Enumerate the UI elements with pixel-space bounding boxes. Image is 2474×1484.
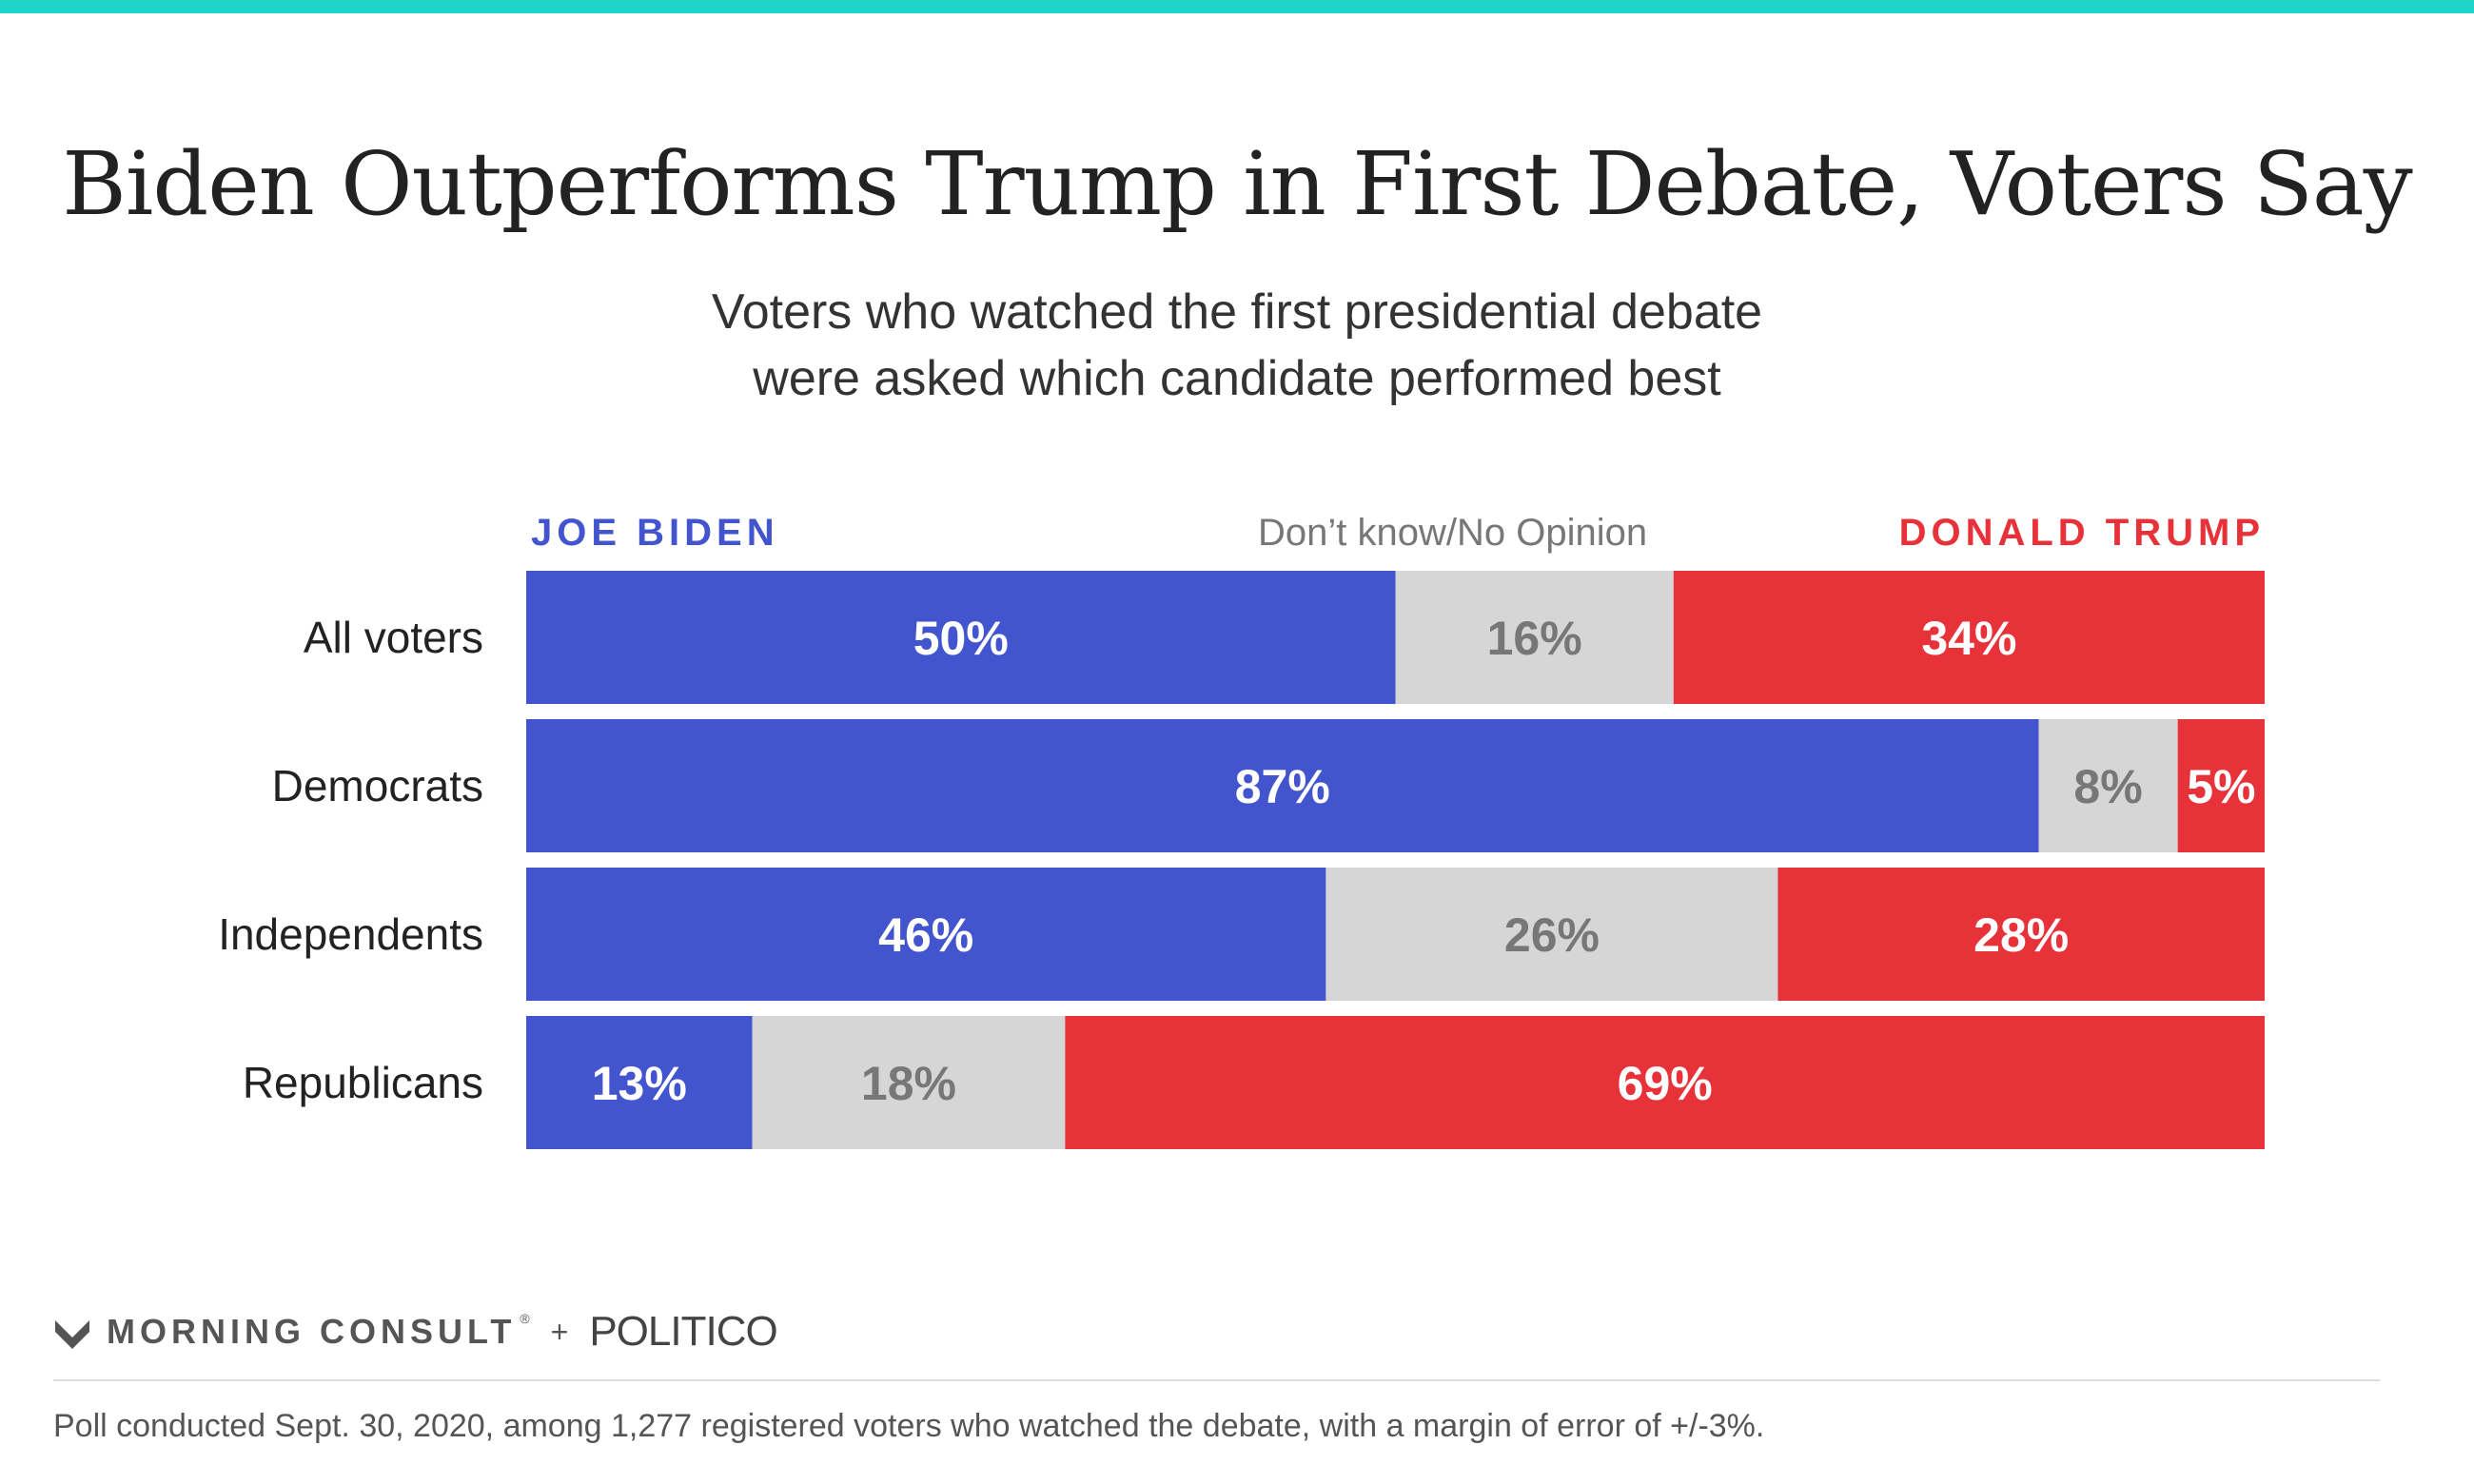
bar-row-independents: Independents 46% 26% 28% (218, 868, 2265, 1001)
registered-mark: ® (520, 1311, 530, 1326)
bar-value-label-biden: 13% (592, 1057, 687, 1110)
bar-segment-dont_know (1325, 868, 1778, 1001)
bar-value-label-dont_know: 26% (1504, 908, 1600, 962)
bar-segment-biden (526, 868, 1326, 1001)
top-accent-bar (0, 0, 2474, 13)
chart-title: Biden Outperforms Trump in First Debate,… (62, 133, 2412, 235)
bar-segment-biden (526, 1016, 753, 1149)
footer-divider (53, 1379, 2380, 1381)
bar-value-label-dont_know: 18% (861, 1057, 956, 1110)
bar-segment-trump (1065, 1016, 2265, 1149)
bar-segment-dont_know (752, 1016, 1066, 1149)
bar-value-label-trump: 28% (1973, 908, 2069, 962)
bar-value-label-dont_know: 16% (1487, 612, 1582, 665)
bar-value-label-trump: 5% (2187, 760, 2255, 813)
row-label: Independents (218, 909, 483, 959)
morning-consult-brand: MORNING CONSULT (107, 1312, 517, 1351)
footer-logos: MORNING CONSULT ® + POLITICO (53, 1303, 778, 1360)
bar-value-label-biden: 87% (1235, 760, 1330, 813)
brand-plus: + (550, 1314, 569, 1349)
legend-dont-know: Don’t know/No Opinion (1258, 512, 1648, 554)
chart-subtitle-line-2: were asked which candidate performed bes… (753, 351, 1721, 406)
bar-value-label-trump: 34% (1921, 612, 2016, 665)
politico-brand: POLITICO (589, 1308, 777, 1355)
chart-subtitle-line-1: Voters who watched the first presidentia… (711, 284, 1763, 340)
bar-row-republicans: Republicans 13% 18% 69% (243, 1016, 2265, 1149)
legend-biden: JOE BIDEN (531, 512, 779, 554)
bar-value-label-biden: 46% (878, 908, 973, 962)
bar-segment-biden (526, 571, 1396, 704)
morning-consult-logo-icon (55, 1320, 89, 1349)
row-label: Republicans (243, 1058, 483, 1107)
row-label: Democrats (272, 761, 483, 810)
bar-value-label-trump: 69% (1618, 1057, 1713, 1110)
bar-segment-trump (1673, 571, 2265, 704)
bar-row-all-voters: All voters 50% 16% 34% (304, 571, 2265, 704)
legend-trump: DONALD TRUMP (1898, 512, 2265, 554)
row-label: All voters (304, 613, 483, 662)
bar-segment-dont_know (2038, 719, 2178, 852)
footnote: Poll conducted Sept. 30, 2020, among 1,2… (53, 1408, 1765, 1444)
bar-segment-trump (1777, 868, 2265, 1001)
bar-segment-biden (526, 719, 2039, 852)
bar-value-label-biden: 50% (913, 612, 1009, 665)
bar-segment-dont_know (1395, 571, 1674, 704)
bar-segment-trump (2177, 719, 2265, 852)
bar-row-democrats: Democrats 87% 8% 5% (272, 719, 2265, 852)
bar-value-label-dont_know: 8% (2073, 760, 2142, 813)
